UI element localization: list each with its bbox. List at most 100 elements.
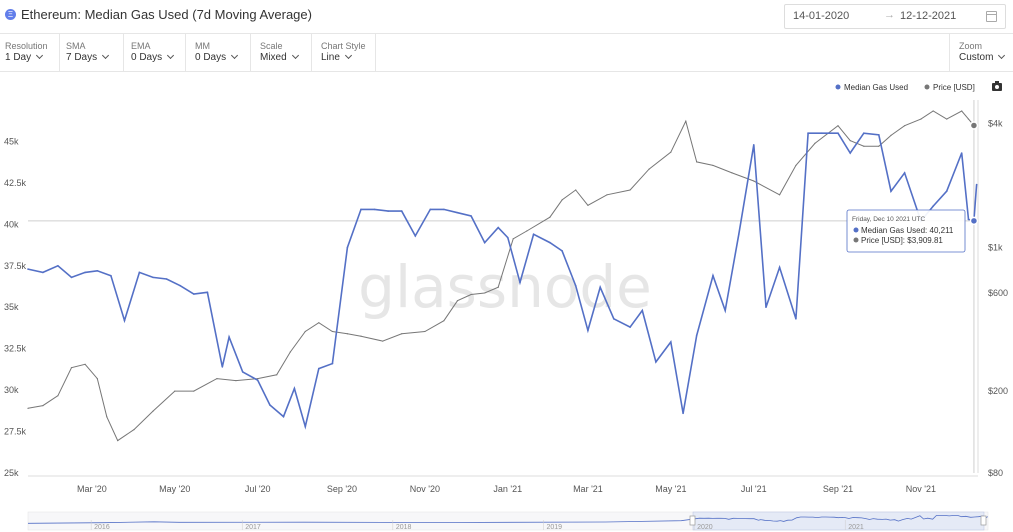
chart-header: Ξ Ethereum: Median Gas Used (7d Moving A… — [0, 0, 1013, 34]
navigator-handle-right[interactable] — [980, 515, 987, 526]
gas-data-point — [256, 379, 259, 381]
gas-data-point — [712, 274, 714, 277]
ema-value[interactable]: 0 Days — [131, 52, 163, 63]
tooltip-dot-gas — [853, 227, 859, 233]
gas-data-point — [228, 336, 230, 338]
mm-value[interactable]: 0 Days — [195, 52, 227, 63]
chart-title: Ethereum: Median Gas Used (7d Moving Ave… — [21, 7, 312, 22]
date-from-input[interactable]: 14-01-2020 — [793, 10, 850, 22]
sma-value[interactable]: 7 Days — [66, 52, 98, 63]
resolution-value[interactable]: 1 Day — [5, 52, 32, 63]
zoom-value[interactable]: Custom — [959, 52, 994, 63]
date-range-picker[interactable]: 14-01-2020 → 12-12-2021 — [784, 4, 1006, 29]
tooltip-dot-price — [853, 237, 859, 243]
zoom-select[interactable]: Zoom Custom — [949, 34, 1013, 71]
price-data-point — [152, 410, 154, 412]
price-data-point — [289, 351, 291, 353]
price-data-point — [304, 330, 306, 333]
watermark: glassnode — [358, 253, 652, 321]
gas-data-point — [641, 309, 644, 312]
price-data-point — [795, 164, 797, 167]
y-left-tick-label: 35k — [4, 302, 19, 312]
gas-data-point — [27, 268, 29, 270]
navigator-tick-label: 2017 — [245, 524, 261, 531]
gas-data-point — [241, 371, 244, 373]
gas-data-point — [587, 329, 589, 332]
gas-data-point — [70, 276, 73, 279]
legend-label-price[interactable]: Price [USD] — [933, 83, 975, 92]
ethereum-icon: Ξ — [5, 9, 16, 20]
gas-data-point — [765, 306, 767, 309]
price-data-point — [778, 194, 781, 196]
gas-data-point — [849, 152, 852, 154]
resolution-select[interactable]: Resolution 1 Day — [0, 34, 60, 71]
gas-data-point — [932, 205, 934, 207]
x-tick-label: Nov '20 — [410, 484, 440, 494]
gas-data-point — [778, 266, 781, 269]
gas-data-point — [138, 271, 141, 274]
price-data-point — [961, 110, 963, 112]
y-right-tick-label: $200 — [988, 386, 1008, 396]
price-data-point — [456, 300, 459, 302]
tooltip-row-gas: Median Gas Used: 40,211 — [861, 226, 954, 235]
price-data-point — [346, 333, 348, 335]
legend-label-gas[interactable]: Median Gas Used — [844, 83, 908, 92]
price-data-point — [837, 125, 839, 127]
price-data-point — [42, 405, 44, 407]
chart-style-select[interactable]: Chart Style Line — [316, 34, 376, 71]
price-data-point — [484, 292, 486, 294]
price-data-point — [685, 120, 687, 122]
scale-select[interactable]: Scale Mixed — [255, 34, 312, 71]
tooltip-price-label: Price [USD]: — [861, 236, 905, 245]
scale-label: Scale — [260, 41, 283, 51]
price-data-point — [57, 395, 59, 397]
tooltip: Friday, Dec 10 2021 UTC Median Gas Used:… — [846, 209, 966, 253]
tooltip-price-value: $3,909.81 — [907, 236, 943, 245]
gas-data-point — [752, 143, 755, 146]
price-data-point — [216, 378, 218, 380]
gas-data-point — [483, 241, 486, 244]
y-left-tick-label: 32.5k — [4, 344, 27, 354]
gas-data-point — [561, 250, 563, 252]
gas-data-point — [221, 366, 224, 368]
tooltip-row-price: Price [USD]: $3,909.81 — [861, 236, 943, 245]
sma-select[interactable]: SMA 7 Days — [61, 34, 124, 71]
chart-style-value[interactable]: Line — [321, 52, 340, 63]
navigator-selection[interactable] — [692, 511, 985, 531]
gas-data-point — [574, 284, 577, 287]
x-tick-label: May '20 — [159, 484, 190, 494]
camera-icon[interactable] — [992, 81, 1002, 91]
date-to-input[interactable]: 12-12-2021 — [900, 10, 957, 22]
gas-data-point — [123, 319, 126, 322]
gas-data-point — [318, 367, 320, 370]
price-data-point — [648, 168, 650, 170]
calendar-icon[interactable] — [986, 11, 997, 22]
legend-dot-gas — [835, 84, 841, 90]
gas-data-point — [682, 412, 684, 415]
gas-data-point — [304, 425, 307, 428]
price-data-point — [863, 145, 865, 147]
price-data-point — [133, 429, 135, 431]
gas-data-point — [724, 309, 727, 312]
mm-label: MM — [195, 41, 210, 51]
price-data-point — [712, 164, 714, 167]
navigator-handle-left[interactable] — [689, 515, 696, 526]
gas-data-point — [655, 361, 657, 363]
scale-value[interactable]: Mixed — [260, 52, 287, 63]
price-data-point — [932, 110, 934, 112]
x-tick-label: May '21 — [655, 484, 686, 494]
gas-data-point — [269, 404, 271, 406]
tooltip-gas-value: 40,211 — [930, 226, 954, 235]
price-data-point — [331, 330, 334, 333]
gas-data-point — [599, 286, 601, 289]
price-data-point — [401, 333, 403, 335]
gas-data-point — [456, 211, 459, 214]
tooltip-date: Friday, Dec 10 2021 UTC — [852, 216, 926, 223]
gas-data-point — [179, 284, 182, 287]
ema-select[interactable]: EMA 0 Days — [126, 34, 186, 71]
price-data-point — [946, 118, 948, 120]
gas-data-point — [429, 208, 432, 211]
mm-select[interactable]: MM 0 Days — [190, 34, 251, 71]
navigator[interactable]: 2016 2017 2018 2019 2020 2021 — [27, 511, 989, 531]
